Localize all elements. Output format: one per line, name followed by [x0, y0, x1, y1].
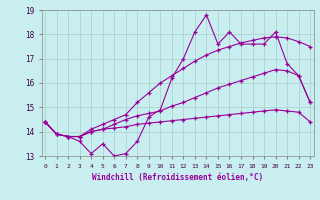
X-axis label: Windchill (Refroidissement éolien,°C): Windchill (Refroidissement éolien,°C) [92, 173, 263, 182]
